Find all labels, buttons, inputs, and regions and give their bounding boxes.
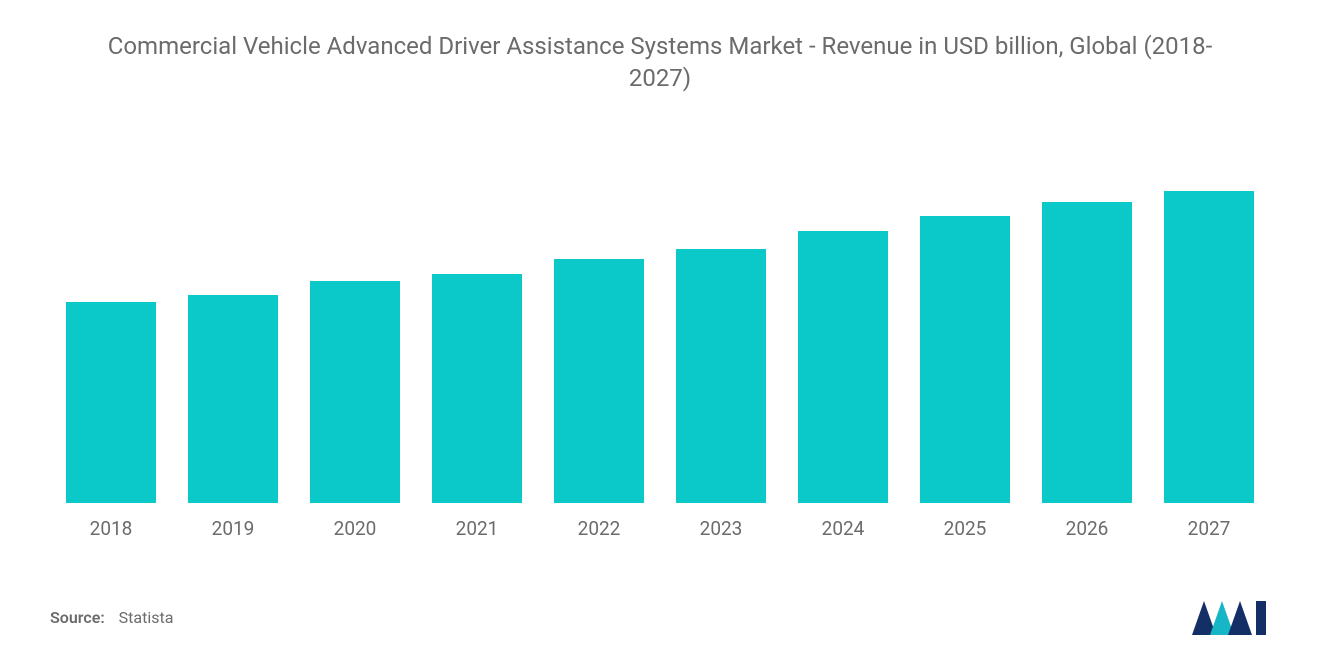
- bar-slot: [294, 145, 416, 503]
- x-tick-label: 2018: [50, 517, 172, 540]
- x-tick-label: 2019: [172, 517, 294, 540]
- bar: [1164, 191, 1254, 503]
- x-tick-label: 2027: [1148, 517, 1270, 540]
- x-axis: 2018201920202021202220232024202520262027: [40, 517, 1280, 540]
- bar-slot: [172, 145, 294, 503]
- bar: [798, 231, 888, 503]
- bar: [554, 259, 644, 503]
- bar-slot: [416, 145, 538, 503]
- x-tick-label: 2021: [416, 517, 538, 540]
- bar: [310, 281, 400, 503]
- bar-slot: [1148, 145, 1270, 503]
- bar-slot: [50, 145, 172, 503]
- bar-slot: [782, 145, 904, 503]
- bar-slot: [660, 145, 782, 503]
- x-tick-label: 2026: [1026, 517, 1148, 540]
- plot-area: [40, 125, 1280, 503]
- x-tick-label: 2024: [782, 517, 904, 540]
- x-tick-label: 2020: [294, 517, 416, 540]
- source-line: Source: Statista: [50, 608, 173, 627]
- bar: [66, 302, 156, 503]
- chart-container: Commercial Vehicle Advanced Driver Assis…: [0, 0, 1320, 665]
- bar-slot: [1026, 145, 1148, 503]
- bar-slot: [538, 145, 660, 503]
- bar-slot: [904, 145, 1026, 503]
- bar: [188, 295, 278, 503]
- x-tick-label: 2025: [904, 517, 1026, 540]
- source-label: Source:: [50, 608, 105, 627]
- chart-title: Commercial Vehicle Advanced Driver Assis…: [40, 30, 1280, 95]
- bar: [676, 249, 766, 503]
- chart-footer: Source: Statista: [40, 595, 1280, 645]
- x-tick-label: 2022: [538, 517, 660, 540]
- bar: [432, 274, 522, 503]
- bar: [920, 216, 1010, 503]
- brand-logo: [1190, 595, 1270, 639]
- source-value: Statista: [119, 608, 174, 627]
- bar: [1042, 202, 1132, 503]
- x-tick-label: 2023: [660, 517, 782, 540]
